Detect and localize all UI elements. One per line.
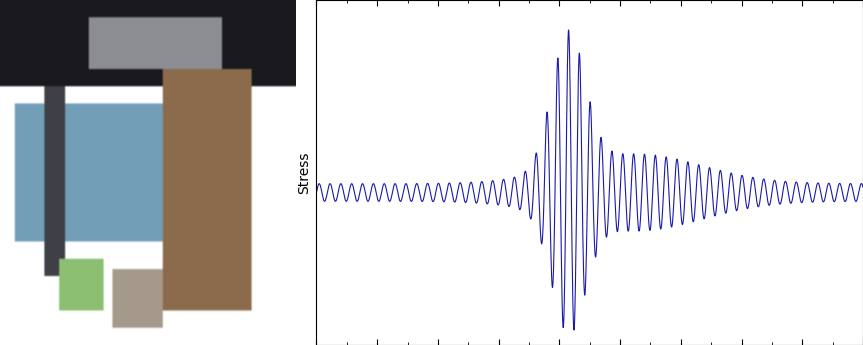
Y-axis label: Stress: Stress	[297, 151, 311, 194]
